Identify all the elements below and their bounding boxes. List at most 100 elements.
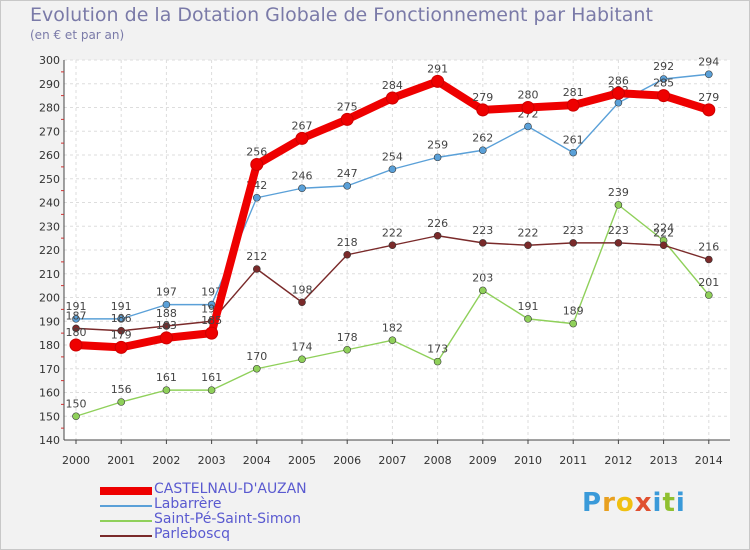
data-point-parleboscq xyxy=(659,241,668,250)
data-label-castelnau-d-auzan: 281 xyxy=(563,86,584,99)
x-tick-label: 2007 xyxy=(378,454,406,467)
data-label-castelnau-d-auzan: 180 xyxy=(66,326,87,339)
y-tick-label: 200 xyxy=(39,292,60,305)
data-point-castelnau-d-auzan xyxy=(521,101,535,114)
data-point-parleboscq xyxy=(614,239,623,247)
data-label-saint-pe-saint-simon: 178 xyxy=(337,331,358,344)
data-point-castelnau-d-auzan xyxy=(205,326,219,340)
data-label-parleboscq: 198 xyxy=(292,283,313,296)
data-point-saint-pe-saint-simon xyxy=(388,336,397,345)
data-point-saint-pe-saint-simon xyxy=(207,386,216,394)
data-label-saint-pe-saint-simon: 224 xyxy=(653,222,674,235)
data-point-saint-pe-saint-simon xyxy=(162,386,171,394)
legend-label: Labarrère xyxy=(154,496,222,512)
logo-letter: i xyxy=(675,488,686,518)
data-label-labarre-re: 261 xyxy=(563,134,584,147)
data-label-labarre-re: 294 xyxy=(698,55,719,68)
y-tick-label: 290 xyxy=(39,78,60,91)
data-label-parleboscq: 223 xyxy=(563,224,584,237)
data-point-labarre-re xyxy=(162,300,171,309)
legend-swatch xyxy=(100,535,152,537)
data-point-saint-pe-saint-simon xyxy=(343,345,352,354)
x-tick-label: 2000 xyxy=(62,454,90,467)
data-point-saint-pe-saint-simon xyxy=(433,357,442,366)
y-tick-label: 300 xyxy=(39,54,60,67)
y-tick-label: 160 xyxy=(39,387,60,400)
data-label-saint-pe-saint-simon: 203 xyxy=(472,271,493,284)
y-tick-label: 170 xyxy=(39,363,60,376)
data-label-saint-pe-saint-simon: 150 xyxy=(66,397,87,410)
data-label-labarre-re: 191 xyxy=(66,300,87,313)
data-point-saint-pe-saint-simon xyxy=(117,398,125,406)
data-point-labarre-re xyxy=(569,148,578,157)
data-label-castelnau-d-auzan: 279 xyxy=(698,91,719,104)
logo-letter: o xyxy=(615,488,635,518)
data-label-parleboscq: 216 xyxy=(698,241,719,254)
data-label-saint-pe-saint-simon: 201 xyxy=(698,276,719,289)
data-label-parleboscq: 222 xyxy=(382,226,403,239)
data-label-castelnau-d-auzan: 284 xyxy=(382,79,403,92)
data-point-parleboscq xyxy=(72,324,80,333)
data-label-saint-pe-saint-simon: 189 xyxy=(563,305,584,318)
chart-subtitle: (en € et par an) xyxy=(30,28,125,42)
data-label-parleboscq: 187 xyxy=(66,309,87,322)
y-tick-label: 240 xyxy=(39,197,60,210)
data-point-castelnau-d-auzan xyxy=(657,89,671,103)
x-tick-label: 2012 xyxy=(604,454,632,467)
data-point-castelnau-d-auzan xyxy=(340,112,354,126)
data-label-saint-pe-saint-simon: 191 xyxy=(518,300,539,313)
data-point-castelnau-d-auzan xyxy=(250,158,264,171)
data-point-castelnau-d-auzan xyxy=(431,74,445,88)
data-point-castelnau-d-auzan xyxy=(385,91,399,105)
logo-letter: i xyxy=(652,488,663,518)
data-point-labarre-re xyxy=(298,184,306,193)
x-tick-label: 2001 xyxy=(107,454,135,467)
y-tick-label: 270 xyxy=(39,125,60,138)
logo-letter: r xyxy=(602,488,616,518)
x-tick-label: 2010 xyxy=(514,454,542,467)
data-label-parleboscq: 222 xyxy=(518,226,539,239)
y-tick-label: 230 xyxy=(39,220,60,233)
data-point-labarre-re xyxy=(704,70,713,79)
legend-label: Saint-Pé-Saint-Simon xyxy=(154,511,301,527)
y-tick-label: 220 xyxy=(39,244,60,257)
y-tick-label: 280 xyxy=(39,102,60,115)
x-tick-label: 2011 xyxy=(559,454,587,467)
y-tick-label: 140 xyxy=(39,434,60,447)
data-label-labarre-re: 247 xyxy=(337,167,358,180)
data-label-castelnau-d-auzan: 179 xyxy=(111,328,132,341)
data-label-castelnau-d-auzan: 280 xyxy=(518,89,539,102)
data-label-parleboscq: 223 xyxy=(472,224,493,237)
data-point-parleboscq xyxy=(343,250,352,259)
data-label-labarre-re: 197 xyxy=(156,286,177,299)
legend-label: Parleboscq xyxy=(154,526,230,542)
data-label-parleboscq: 212 xyxy=(246,250,267,263)
data-point-castelnau-d-auzan xyxy=(611,86,625,100)
data-label-castelnau-d-auzan: 285 xyxy=(653,77,674,90)
legend-swatch xyxy=(100,505,152,507)
data-point-labarre-re xyxy=(117,315,125,323)
data-point-parleboscq xyxy=(478,239,487,247)
data-point-labarre-re xyxy=(252,193,261,202)
data-label-castelnau-d-auzan: 183 xyxy=(156,319,177,332)
x-tick-label: 2006 xyxy=(333,454,361,467)
data-point-parleboscq xyxy=(704,255,713,264)
x-tick-label: 2003 xyxy=(198,454,226,467)
x-tick-label: 2013 xyxy=(650,454,678,467)
data-point-saint-pe-saint-simon xyxy=(252,364,261,373)
data-point-labarre-re xyxy=(388,165,397,174)
x-tick-label: 2002 xyxy=(152,454,180,467)
data-point-labarre-re xyxy=(478,146,487,155)
data-point-labarre-re xyxy=(524,122,532,131)
x-tick-label: 2014 xyxy=(695,454,723,467)
data-point-parleboscq xyxy=(252,265,261,273)
data-label-saint-pe-saint-simon: 161 xyxy=(201,371,222,384)
x-tick-label: 2005 xyxy=(288,454,316,467)
data-label-castelnau-d-auzan: 275 xyxy=(337,100,358,113)
y-tick-label: 150 xyxy=(39,410,60,423)
data-point-saint-pe-saint-simon xyxy=(298,355,306,364)
logo-letter: P xyxy=(582,488,603,518)
data-label-parleboscq: 223 xyxy=(608,224,629,237)
data-point-castelnau-d-auzan xyxy=(69,338,83,352)
data-label-labarre-re: 292 xyxy=(653,60,674,73)
